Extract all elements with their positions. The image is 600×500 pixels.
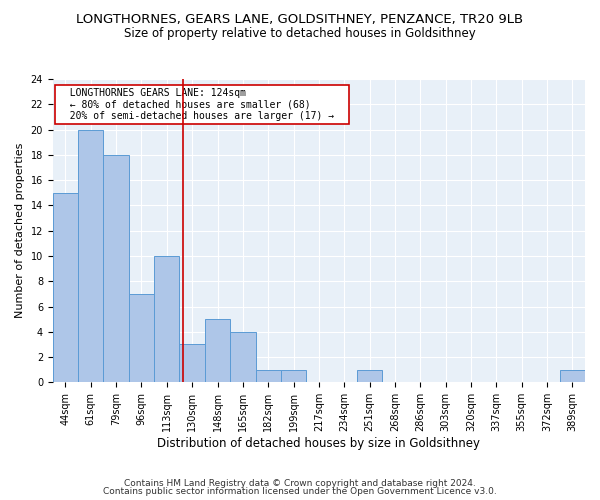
X-axis label: Distribution of detached houses by size in Goldsithney: Distribution of detached houses by size … [157, 437, 481, 450]
Bar [560, 370, 585, 382]
Text: LONGTHORNES GEARS LANE: 124sqm  
  ← 80% of detached houses are smaller (68)  
 : LONGTHORNES GEARS LANE: 124sqm ← 80% of … [58, 88, 346, 122]
Bar [230, 332, 256, 382]
Bar [154, 256, 179, 382]
Bar [103, 155, 129, 382]
Text: Contains public sector information licensed under the Open Government Licence v3: Contains public sector information licen… [103, 487, 497, 496]
Bar [78, 130, 103, 382]
Bar [129, 294, 154, 382]
Text: Size of property relative to detached houses in Goldsithney: Size of property relative to detached ho… [124, 28, 476, 40]
Bar [205, 319, 230, 382]
Text: LONGTHORNES, GEARS LANE, GOLDSITHNEY, PENZANCE, TR20 9LB: LONGTHORNES, GEARS LANE, GOLDSITHNEY, PE… [76, 12, 524, 26]
Text: Contains HM Land Registry data © Crown copyright and database right 2024.: Contains HM Land Registry data © Crown c… [124, 478, 476, 488]
Bar [256, 370, 281, 382]
Bar [179, 344, 205, 383]
Bar [53, 193, 78, 382]
Bar [281, 370, 306, 382]
Bar [357, 370, 382, 382]
Y-axis label: Number of detached properties: Number of detached properties [15, 143, 25, 318]
